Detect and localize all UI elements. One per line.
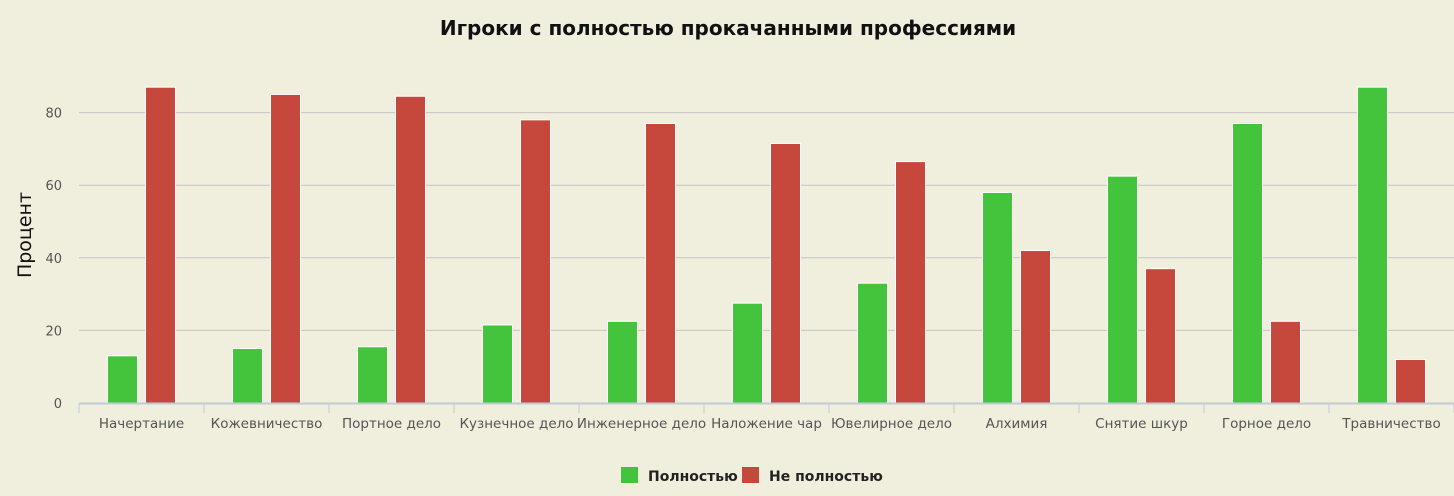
y-tick-label: 20: [45, 324, 62, 339]
x-tick-label: Травничество: [1341, 416, 1440, 432]
bar-partial[interactable]: [395, 95, 426, 404]
bar-full[interactable]: [982, 191, 1013, 404]
bar-partial[interactable]: [145, 86, 176, 404]
x-tick-label: Кузнечное дело: [459, 416, 573, 432]
legend-swatch: [621, 467, 638, 483]
chart-title: Игроки с полностью прокачанными професси…: [440, 16, 1016, 40]
x-tick-label: Алхимия: [986, 416, 1048, 432]
bar-partial[interactable]: [770, 142, 801, 404]
bar-full[interactable]: [357, 346, 388, 404]
bar-full[interactable]: [232, 348, 263, 404]
legend-swatch: [742, 467, 759, 483]
y-axis-label: Процент: [14, 192, 36, 278]
bar-partial[interactable]: [895, 161, 926, 404]
bar-partial[interactable]: [1020, 250, 1051, 404]
y-tick-label: 60: [45, 179, 62, 194]
bar-full[interactable]: [482, 324, 513, 404]
bar-full[interactable]: [1107, 175, 1138, 404]
y-tick-label: 80: [45, 107, 62, 122]
bar-full[interactable]: [857, 282, 888, 404]
legend-item[interactable]: Не полностью: [742, 467, 883, 485]
bar-partial[interactable]: [270, 93, 301, 404]
x-tick-label: Горное дело: [1222, 416, 1311, 432]
legend[interactable]: Полностью Не полностью: [621, 467, 883, 485]
bars: [107, 86, 1426, 404]
x-tick-label: Снятие шкур: [1095, 416, 1188, 432]
x-tick-label: Инженерное дело: [577, 416, 706, 432]
legend-label: Не полностью: [769, 469, 883, 485]
y-tick-label: 0: [54, 397, 62, 412]
bar-full[interactable]: [732, 302, 763, 404]
y-tick-label: 40: [45, 252, 62, 267]
bar-full[interactable]: [1357, 86, 1388, 404]
legend-label: Полностью: [648, 469, 738, 485]
bar-partial[interactable]: [520, 119, 551, 404]
x-tick-label: Кожевничество: [211, 416, 323, 432]
gridlines: 0 20 40 60 80: [45, 107, 1454, 412]
bar-partial[interactable]: [1270, 320, 1301, 404]
bar-partial[interactable]: [645, 122, 676, 404]
axes: Начертание Кожевничество Портное дело Кузне…: [78, 402, 1454, 432]
x-tick-label: Ювелирное дело: [831, 416, 952, 432]
bar-full[interactable]: [607, 320, 638, 404]
x-tick-label: Наложение чар: [711, 416, 822, 432]
bar-full[interactable]: [1232, 122, 1263, 404]
legend-item[interactable]: Полностью: [621, 467, 738, 485]
x-tick-label: Портное дело: [342, 416, 441, 432]
x-tick-label: Начертание: [99, 416, 184, 432]
bar-full[interactable]: [107, 355, 138, 404]
bar-partial[interactable]: [1395, 358, 1426, 404]
bar-partial[interactable]: [1145, 268, 1176, 404]
